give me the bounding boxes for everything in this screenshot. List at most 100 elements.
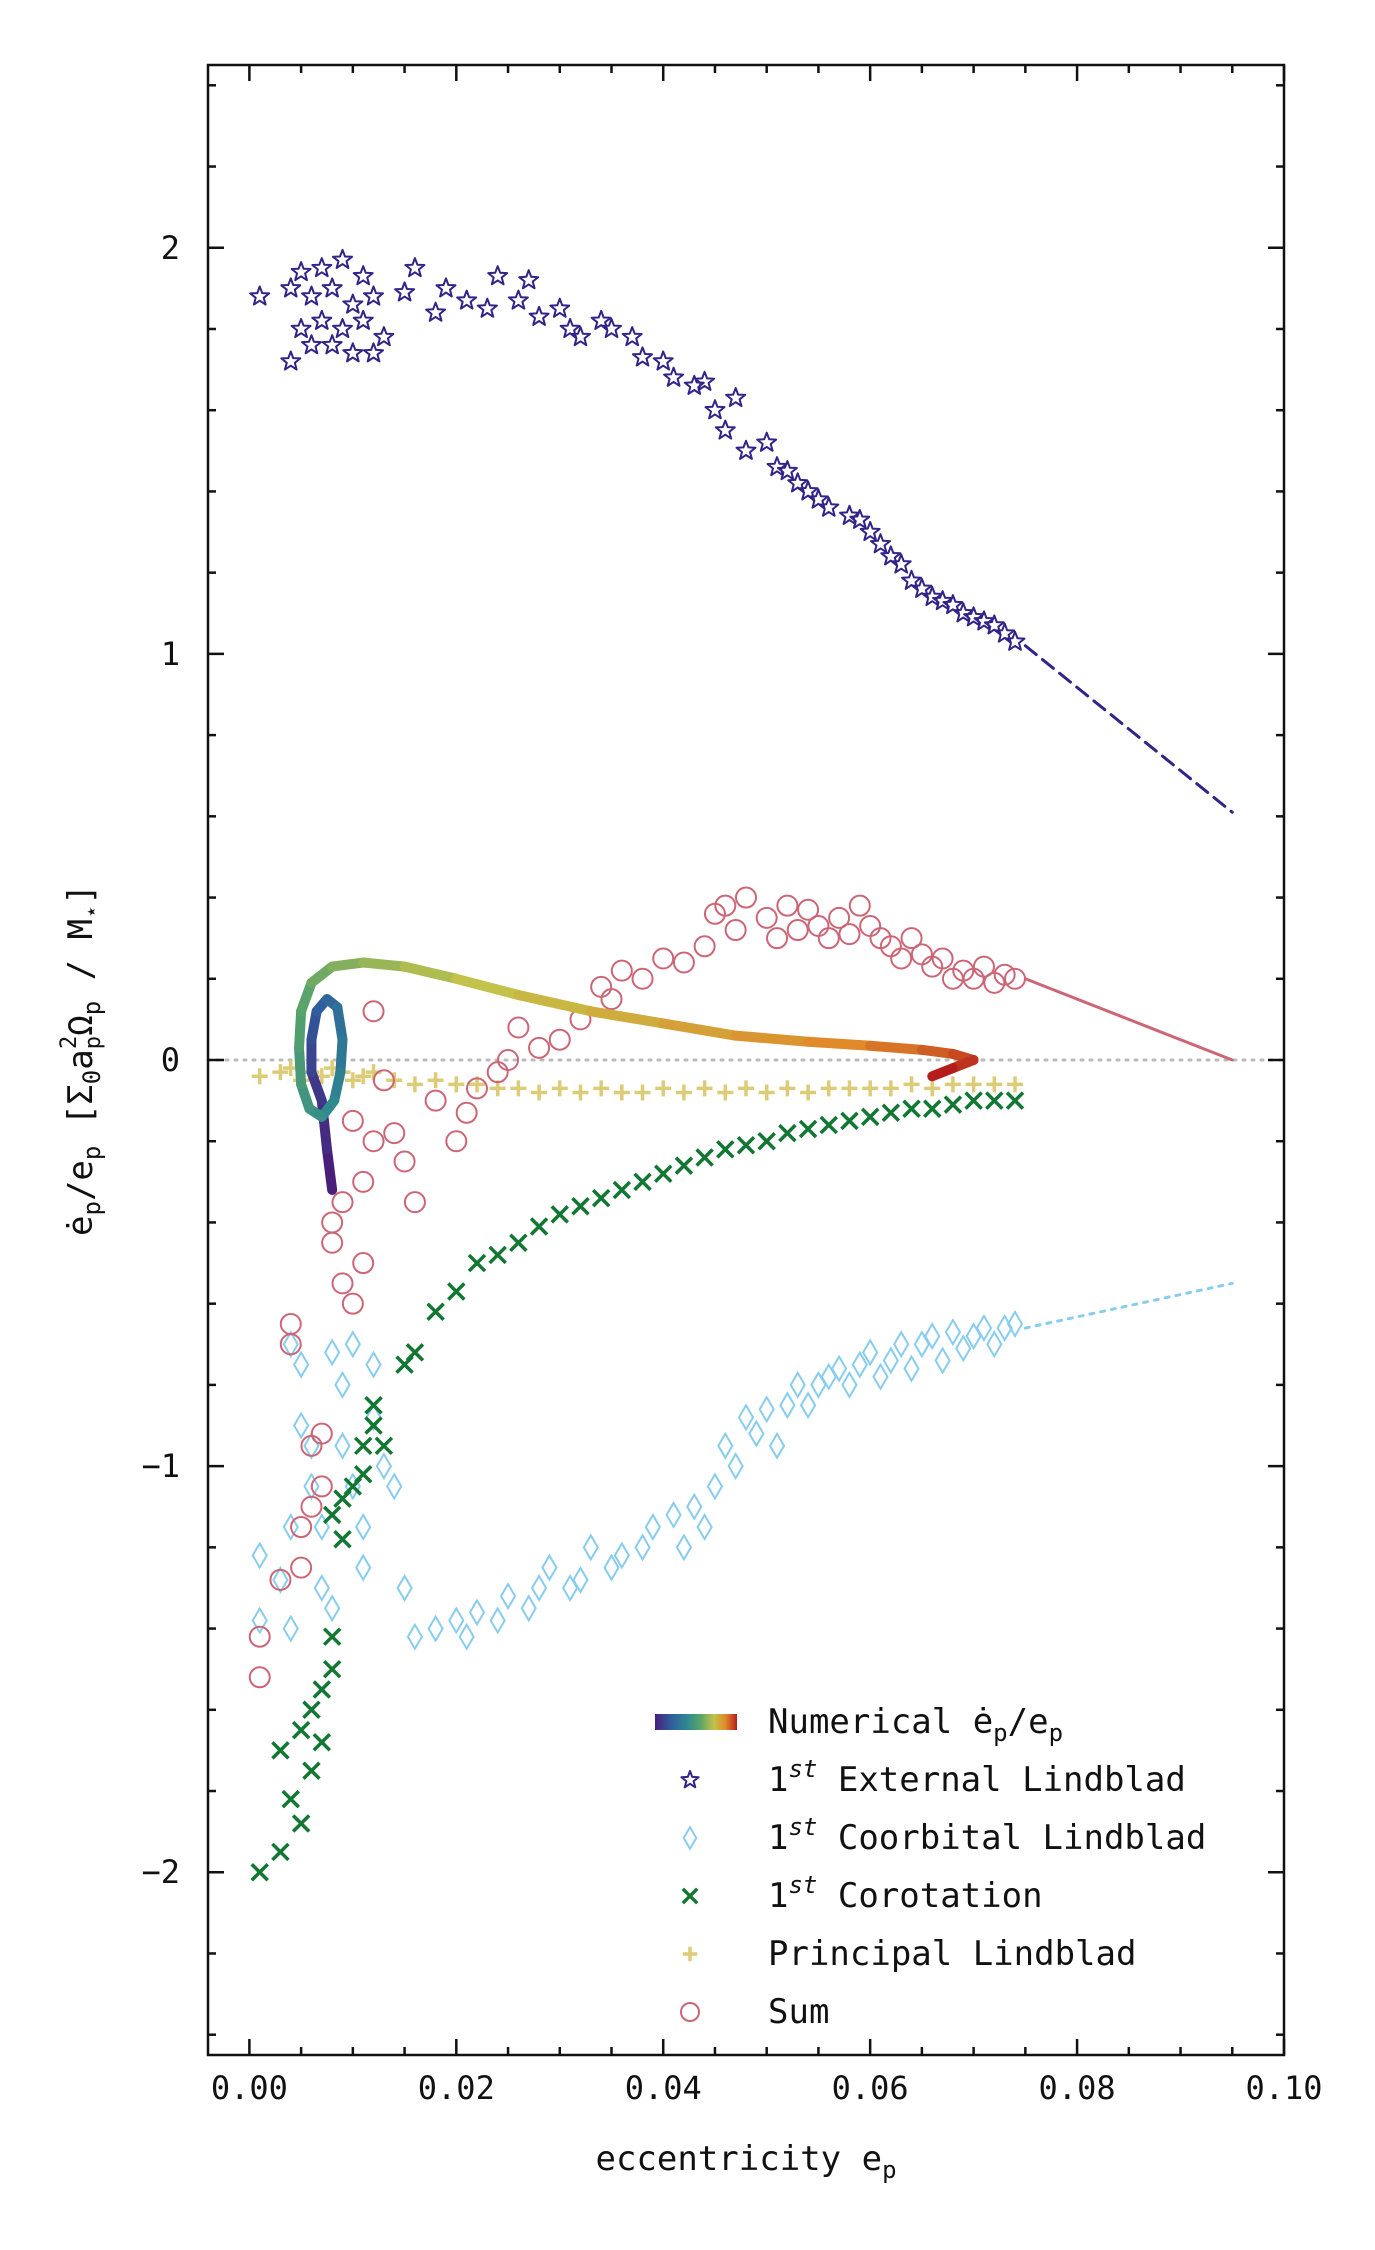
corotation-point xyxy=(322,1627,342,1646)
corotation-point xyxy=(322,1505,342,1525)
external-point xyxy=(694,370,716,391)
external-point xyxy=(373,326,395,347)
corotation-point xyxy=(591,1188,611,1208)
external-point xyxy=(559,318,581,339)
external-point xyxy=(973,610,995,631)
numerical-track-segment xyxy=(399,961,462,984)
external-point xyxy=(994,622,1016,643)
coorbital-point xyxy=(489,1606,506,1635)
corotation-point xyxy=(333,1529,352,1549)
principal-point xyxy=(986,1076,1003,1093)
sum-point xyxy=(993,963,1016,986)
legend-label: Numerical ėp/ep xyxy=(768,1702,1063,1747)
sum-point xyxy=(393,1150,416,1173)
principal-point xyxy=(779,1080,796,1097)
corotation-point xyxy=(1005,1091,1025,1110)
legend-item-external: 1st External Lindblad xyxy=(680,1755,1186,1800)
external-point xyxy=(952,602,974,623)
external-point xyxy=(290,318,312,339)
coorbital-point xyxy=(530,1573,548,1602)
coorbital-point xyxy=(406,1622,424,1651)
coorbital-point xyxy=(903,1354,920,1383)
external-point xyxy=(321,334,343,355)
coorbital-point xyxy=(448,1606,465,1635)
x-tick-label: 0.08 xyxy=(1039,2069,1116,2107)
external-point xyxy=(249,285,271,306)
coorbital-point xyxy=(975,1314,993,1343)
sum-point xyxy=(352,1170,375,1193)
external-point xyxy=(404,257,426,278)
sum-point xyxy=(828,906,851,929)
principal-point xyxy=(675,1084,692,1101)
sum-point xyxy=(755,906,778,929)
external-point xyxy=(311,309,333,330)
legend: Numerical ėp/ep 1st External Lindblad 1st … xyxy=(655,1702,1206,2032)
sum-point xyxy=(341,1292,364,1315)
coorbital-point xyxy=(355,1513,372,1542)
sum-point xyxy=(528,1036,551,1059)
external-point xyxy=(870,533,891,554)
corotation-point xyxy=(716,1140,735,1159)
external-point xyxy=(766,456,788,477)
external-point xyxy=(735,439,757,460)
corotation-point xyxy=(571,1196,590,1216)
corotation-point xyxy=(322,1659,342,1679)
numerical-track-segment xyxy=(335,1034,348,1078)
legend-marker xyxy=(681,1887,699,1905)
numerical-track-segment xyxy=(658,1018,741,1041)
series-corotation xyxy=(250,1091,1025,1882)
coorbital-point xyxy=(365,1403,382,1432)
coorbital-point xyxy=(427,1614,444,1643)
sum-point xyxy=(972,955,995,978)
external-point xyxy=(342,293,364,314)
corotation-point xyxy=(250,1863,269,1882)
corotation-point xyxy=(757,1131,776,1151)
sum-point xyxy=(279,1333,302,1356)
sum-point xyxy=(507,1016,530,1039)
coorbital-point xyxy=(686,1492,703,1521)
numerical-track-segment xyxy=(332,1002,348,1045)
coorbital-point xyxy=(841,1370,858,1399)
coorbital-point xyxy=(1006,1309,1024,1338)
numerical-track-segment xyxy=(927,1063,958,1082)
external-point xyxy=(425,301,447,322)
corotation-point xyxy=(550,1205,570,1224)
coorbital-point xyxy=(292,1350,310,1379)
sum-point xyxy=(714,894,737,917)
principal-point xyxy=(613,1084,630,1101)
coorbital-point xyxy=(851,1350,868,1379)
corotation-point xyxy=(374,1436,394,1456)
external-point xyxy=(704,399,726,420)
corotation-point xyxy=(467,1253,487,1273)
numerical-track-segment xyxy=(451,973,524,1001)
sum-point xyxy=(424,1089,447,1112)
corotation-point xyxy=(353,1465,373,1484)
legend-label: 1st Corotation xyxy=(768,1871,1043,1916)
corotation-point xyxy=(291,1720,311,1740)
sum-point xyxy=(497,1049,520,1071)
coorbital-point xyxy=(882,1346,900,1375)
principal-point xyxy=(272,1064,289,1081)
principal-point xyxy=(1007,1076,1023,1093)
external-point xyxy=(632,346,653,367)
legend-item-sum: Sum xyxy=(680,1992,829,2032)
y-tick-label: −2 xyxy=(141,1853,180,1891)
principal-point xyxy=(427,1072,444,1089)
principal-point xyxy=(510,1080,527,1097)
external-point xyxy=(621,326,643,347)
coorbital-point xyxy=(334,1431,351,1460)
y-tick-label: 1 xyxy=(161,635,180,673)
legend-item-numerical: Numerical ėp/ep xyxy=(655,1702,1063,1747)
x-tick-label: 0.10 xyxy=(1245,2069,1322,2107)
coorbital-point xyxy=(582,1533,599,1562)
external-point xyxy=(963,606,985,627)
sum-point xyxy=(548,1028,571,1051)
sum-point xyxy=(341,1109,364,1132)
corotation-point xyxy=(302,1700,321,1720)
corotation-point xyxy=(312,1733,332,1752)
numerical-track xyxy=(294,957,979,1195)
corotation-point xyxy=(840,1111,859,1131)
coorbital-point xyxy=(665,1500,682,1529)
principal-point xyxy=(800,1084,817,1101)
external-point xyxy=(807,488,829,509)
